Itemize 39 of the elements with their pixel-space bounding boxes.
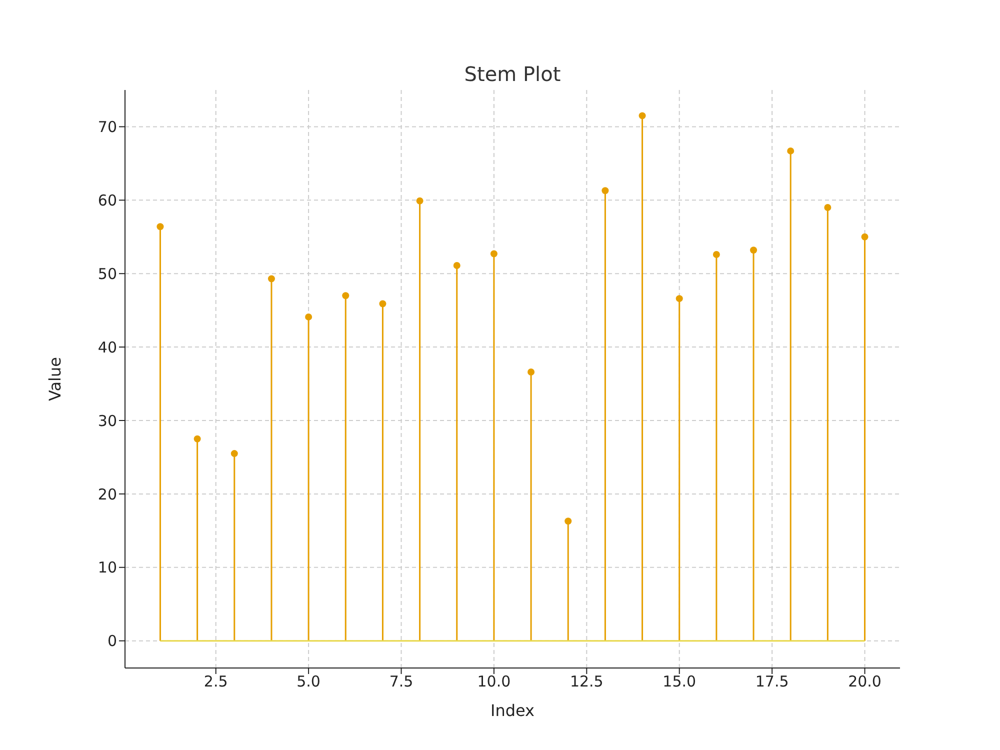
- x-tick-label: 7.5: [389, 672, 414, 691]
- y-tick-label: 30: [98, 412, 117, 430]
- chart-title: Stem Plot: [463, 62, 562, 86]
- point: [564, 518, 572, 525]
- point: [342, 292, 350, 300]
- x-tick-label: 10.0: [477, 672, 511, 691]
- y-tick-label: 40: [98, 338, 117, 356]
- point: [712, 251, 720, 258]
- x-tick-label: 2.5: [204, 672, 228, 691]
- point: [490, 250, 498, 258]
- point: [528, 368, 535, 376]
- y-tick-label: 10: [98, 558, 117, 577]
- y-tick-label: 0: [107, 632, 117, 650]
- x-tick-label: 20.0: [848, 672, 882, 691]
- x-tick-label: 12.5: [570, 672, 604, 691]
- y-tick-label: 50: [98, 264, 117, 283]
- point: [268, 275, 275, 282]
- x-tick-label: 17.5: [755, 672, 789, 691]
- y-tick-label: 60: [98, 191, 117, 210]
- y-axis-title: Value: [46, 357, 65, 401]
- point: [230, 450, 238, 458]
- point: [824, 204, 832, 212]
- point: [638, 112, 646, 120]
- point: [305, 313, 312, 320]
- point: [156, 223, 164, 230]
- point: [379, 300, 386, 308]
- point: [787, 147, 794, 154]
- point: [602, 187, 609, 194]
- point: [194, 435, 201, 442]
- x-tick-label: 5.0: [296, 672, 320, 691]
- point: [676, 295, 683, 302]
- y-tick-label: 20: [98, 485, 117, 504]
- point: [861, 233, 868, 240]
- point: [416, 197, 424, 204]
- point: [453, 262, 460, 270]
- point: [750, 246, 758, 254]
- x-axis-title: Index: [490, 701, 535, 720]
- y-tick-label: 70: [98, 118, 117, 136]
- x-tick-label: 15.0: [662, 672, 696, 691]
